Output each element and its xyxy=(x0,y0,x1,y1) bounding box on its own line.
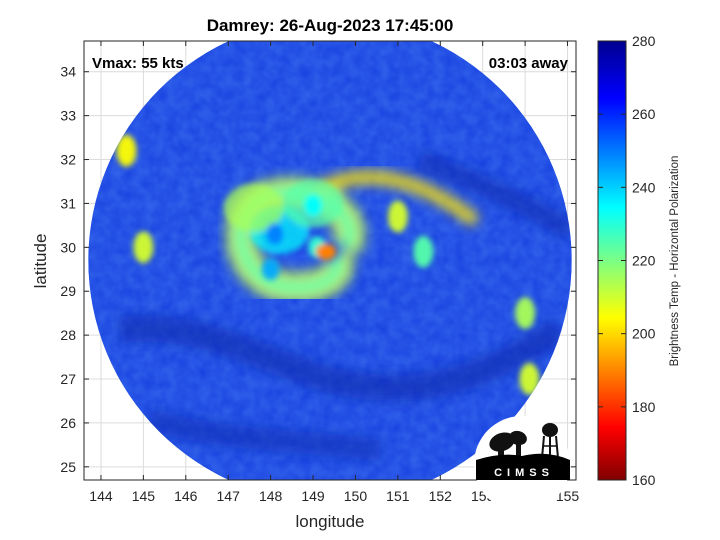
outer-band xyxy=(413,235,434,268)
colorbar-tick-label: 180 xyxy=(632,399,656,415)
y-tick-label: 33 xyxy=(60,108,76,124)
x-tick-label: 147 xyxy=(217,488,241,504)
axis-ticks: 1441451461471481491501511521531541552526… xyxy=(60,41,579,504)
y-tick-label: 31 xyxy=(60,195,76,211)
colorbar-tick-label: 200 xyxy=(632,326,656,342)
spiral-band xyxy=(223,183,284,232)
dark-rainband-lanes xyxy=(118,150,572,461)
chart-title: Damrey: 26-Aug-2023 17:45:00 xyxy=(207,16,454,35)
rainband-arm xyxy=(312,170,481,228)
y-tick-label: 28 xyxy=(60,327,76,343)
outer-band xyxy=(515,297,536,330)
outer-band xyxy=(133,231,154,264)
colorbar-tick-label: 280 xyxy=(632,33,656,49)
x-tick-label: 152 xyxy=(429,488,453,504)
outer-band xyxy=(116,134,137,167)
colorbar-tick-label: 220 xyxy=(632,253,656,269)
swath-texture xyxy=(88,41,572,480)
time-offset-annotation: 03:03 away xyxy=(489,55,569,72)
y-tick-label: 30 xyxy=(60,239,76,255)
colorbar-tick-label: 160 xyxy=(632,472,656,488)
colorbar-tick-label: 240 xyxy=(632,179,656,195)
colorbar-label: Brightness Temp - Horizontal Polarizatio… xyxy=(669,156,681,367)
x-tick-label: 149 xyxy=(301,488,325,504)
vmax-annotation: Vmax: 55 kts xyxy=(92,55,184,72)
convective-cell xyxy=(265,223,284,246)
y-tick-label: 26 xyxy=(60,415,76,431)
y-tick-label: 32 xyxy=(60,152,76,168)
outer-band xyxy=(387,200,408,233)
y-axis-label: latitude xyxy=(31,234,50,289)
x-axis-label: longitude xyxy=(295,512,364,531)
convective-features xyxy=(116,134,540,396)
y-tick-label: 29 xyxy=(60,283,76,299)
axes-frame xyxy=(83,40,577,481)
y-tick-label: 27 xyxy=(60,371,76,387)
x-tick-label: 151 xyxy=(386,488,410,504)
outer-band xyxy=(519,363,540,396)
cimss-logo: CIMSS xyxy=(474,416,570,512)
convective-cell xyxy=(304,194,323,217)
colorbar-tick-label: 260 xyxy=(632,106,656,122)
y-tick-label: 34 xyxy=(60,64,76,80)
colorbar-ticks: 160 180 200 220 240 260 280 xyxy=(598,33,656,488)
x-tick-label: 155 xyxy=(556,488,580,504)
x-tick-label: 150 xyxy=(344,488,368,504)
x-tick-label: 146 xyxy=(174,488,198,504)
satellite-swath xyxy=(88,41,572,480)
storm-eye xyxy=(315,243,336,260)
x-tick-label: 144 xyxy=(89,488,113,504)
convective-cell xyxy=(261,258,280,281)
cimss-logo-text: CIMSS xyxy=(494,467,554,479)
x-tick-label: 145 xyxy=(132,488,156,504)
satellite-dish-icon xyxy=(489,430,527,460)
x-tick-label: 148 xyxy=(259,488,283,504)
y-tick-label: 25 xyxy=(60,459,76,475)
